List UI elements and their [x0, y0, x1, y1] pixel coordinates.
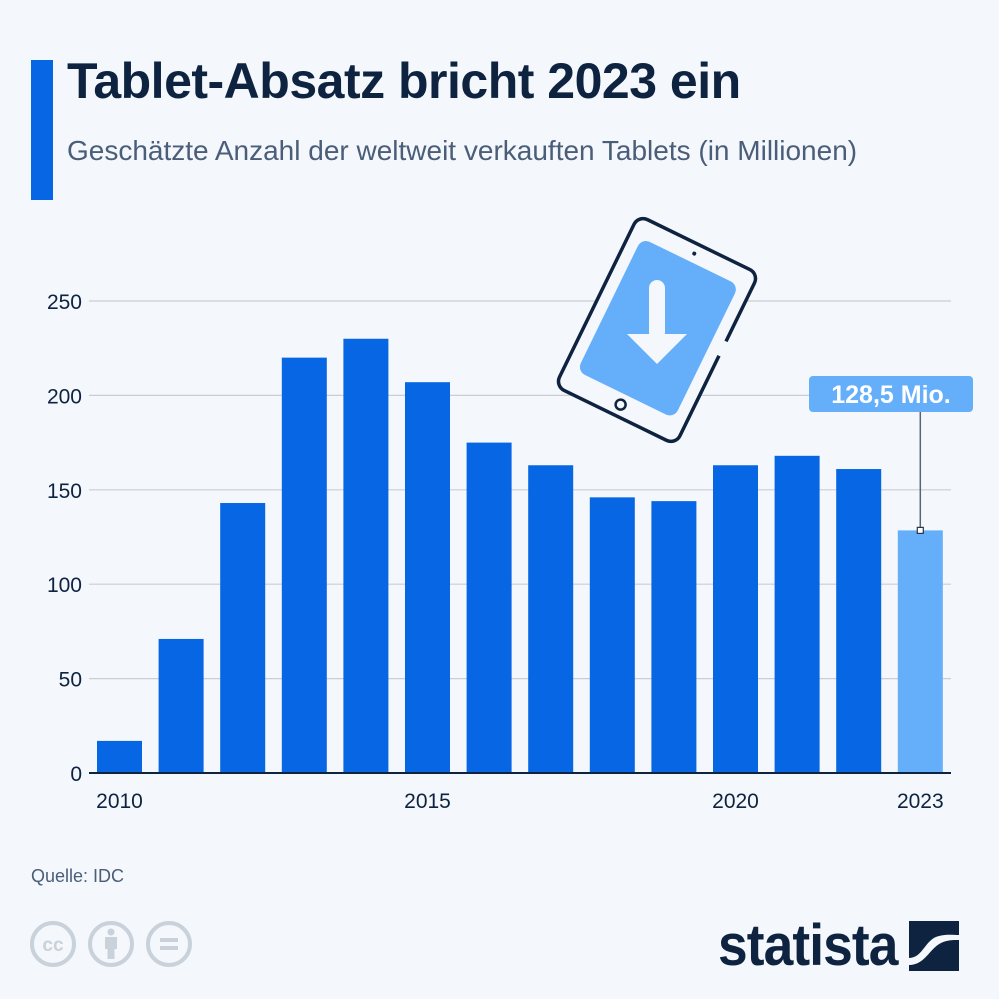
statista-logo-mark-icon [909, 920, 960, 971]
bar-2012[interactable] [220, 503, 266, 773]
page-title: Tablet-Absatz bricht 2023 ein [67, 53, 741, 109]
annotation-label: 128,5 Mio. [831, 381, 951, 409]
tablet-camera [692, 251, 697, 256]
x-tick-label: 2020 [712, 790, 759, 813]
x-tick-label: 2010 [96, 790, 143, 813]
svg-text:cc: cc [42, 935, 64, 956]
source-note: Quelle: IDC [31, 866, 125, 886]
bar-2017[interactable] [528, 465, 574, 773]
y-tick-label: 250 [47, 291, 82, 314]
bars [97, 338, 943, 773]
value-annotation: 128,5 Mio. [809, 376, 973, 534]
logo-text: statista [718, 913, 898, 978]
y-tick-label: 50 [59, 669, 82, 692]
bar-2019[interactable] [651, 501, 697, 773]
grid-lines [89, 300, 951, 680]
y-tick-label: 200 [47, 385, 82, 408]
bar-2011[interactable] [158, 638, 204, 773]
bar-2016[interactable] [466, 442, 512, 773]
cc-icon[interactable]: cc [29, 920, 77, 968]
annotation-marker [916, 526, 924, 534]
no-derivatives-icon[interactable] [145, 920, 193, 968]
bar-2014[interactable] [343, 338, 389, 773]
x-tick-label: 2015 [404, 790, 451, 813]
y-tick-label: 0 [70, 763, 82, 786]
page-subtitle: Geschätzte Anzahl der weltweit verkaufte… [67, 135, 858, 166]
bar-2015[interactable] [405, 382, 450, 773]
y-tick-label: 100 [47, 574, 82, 597]
y-axis-ticks: 0 50 100 150 200 250 [47, 291, 82, 786]
license-icons: cc [29, 920, 193, 968]
bar-2010[interactable] [97, 740, 142, 773]
title-accent-bar [31, 60, 53, 200]
bar-2021[interactable] [774, 455, 820, 773]
tablet-outline-gap [715, 339, 730, 358]
tablet-home-button [614, 398, 627, 411]
annotation-label-box [809, 376, 973, 412]
attribution-icon[interactable] [87, 920, 135, 968]
tablet-with-down-arrow-icon [556, 216, 758, 444]
x-axis-ticks: 2010 2015 2020 2023 [96, 790, 944, 813]
bar-2022[interactable] [836, 469, 882, 773]
bar-2013[interactable] [281, 357, 327, 773]
y-tick-label: 150 [47, 480, 82, 503]
bar-2018[interactable] [589, 497, 635, 773]
statista-logo[interactable]: statista [718, 912, 960, 979]
bar-2020[interactable] [713, 465, 758, 773]
down-arrow-icon [627, 280, 687, 364]
x-tick-label: 2023 [897, 790, 944, 813]
bar-2023[interactable] [897, 530, 943, 773]
